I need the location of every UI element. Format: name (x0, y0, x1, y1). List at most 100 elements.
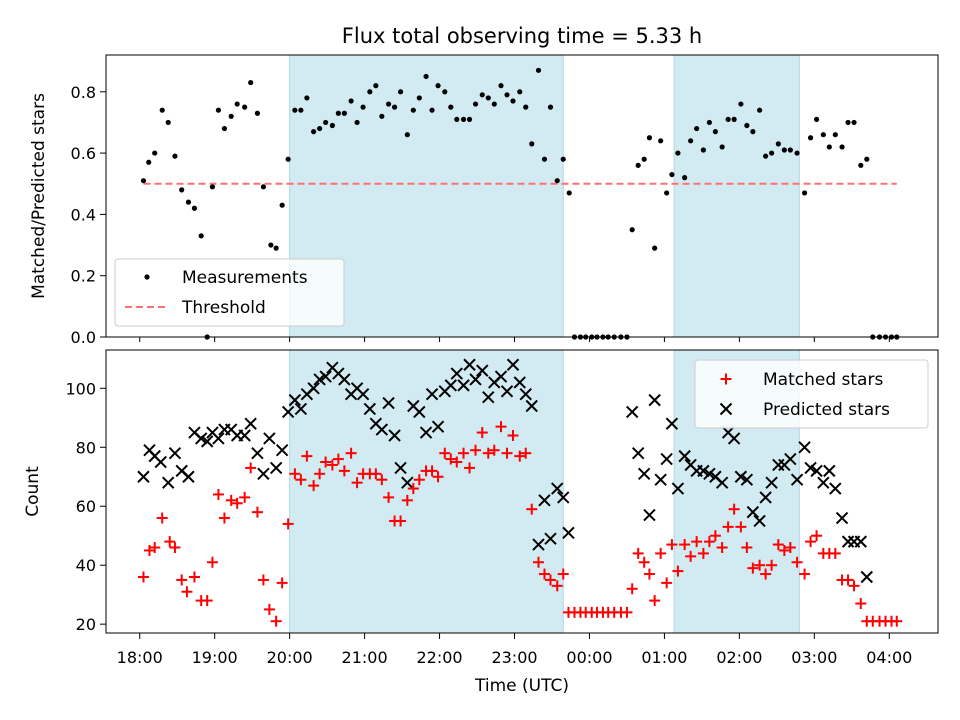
predicted-star-point-b (746, 505, 760, 519)
predicted-star-point-b (281, 405, 295, 419)
predicted-star-point-b (715, 476, 729, 489)
predicted-star-point-b (326, 361, 339, 374)
predicted-star-point-b (810, 464, 823, 478)
matched-star-point (432, 471, 444, 483)
matched-star-point (426, 465, 438, 477)
predicted-star-point-b (275, 444, 289, 457)
measurement-point (750, 129, 756, 135)
predicted-star-point-b (734, 470, 748, 483)
legend-predicted-marker (719, 402, 733, 416)
measurement-point (260, 184, 267, 190)
predicted-star-point-b (168, 446, 182, 460)
predicted-star-point-b (224, 423, 238, 436)
matched-star-point (245, 462, 257, 474)
matched-star-point (709, 530, 721, 542)
matched-star-point (326, 459, 338, 471)
predicted-star-point (637, 467, 651, 481)
predicted-star-point-b (162, 476, 175, 489)
predicted-star-point-b (212, 432, 225, 445)
matched-star-point (345, 447, 357, 459)
measurement-point (146, 159, 152, 165)
measurement-point (273, 245, 279, 251)
predicted-star-point (551, 482, 564, 495)
matched-star-point (778, 544, 790, 556)
predicted-star-point (319, 370, 332, 383)
matched-star-point (137, 571, 149, 583)
predicted-star-point (168, 446, 182, 460)
measurement-point (529, 141, 535, 147)
predicted-star-point (394, 461, 407, 475)
predicted-star-point (388, 429, 401, 442)
predicted-star-point (759, 491, 772, 504)
legend-matched-marker (720, 373, 732, 385)
predicted-star-point (182, 470, 195, 483)
measurement-point (845, 119, 851, 126)
predicted-star-point (525, 399, 538, 413)
predicted-star-point (444, 379, 457, 392)
measurement-point (228, 113, 234, 119)
predicted-star-point (382, 396, 395, 410)
predicted-star-point (457, 379, 470, 392)
predicted-star-point (244, 417, 257, 430)
predicted-star-point-b (338, 373, 351, 386)
measurement-point (498, 83, 504, 89)
predicted-star-point-b (182, 470, 195, 483)
measurement-point (781, 147, 787, 153)
predicted-star-point-b (363, 402, 377, 416)
measurement-point (510, 98, 516, 104)
measurement-point (292, 107, 298, 113)
measurement-point (311, 129, 317, 135)
matched-star-point (332, 453, 344, 465)
predicted-star-point (413, 405, 426, 419)
predicted-star-point-b (709, 470, 722, 483)
matched-star-point (482, 447, 494, 459)
measurement-point (664, 190, 670, 196)
matched-star-point (225, 494, 237, 506)
measurement-point (688, 138, 694, 144)
matched-star-point (458, 447, 470, 459)
matched-star-point (169, 542, 181, 554)
measurement-point (794, 150, 800, 156)
predicted-star-point (294, 402, 308, 416)
measurement-point (367, 89, 373, 95)
predicted-star-point (513, 376, 526, 389)
matched-star-point (621, 606, 633, 618)
matched-star-point (703, 536, 715, 548)
predicted-star-point (431, 420, 445, 433)
predicted-star-point-b (257, 467, 270, 481)
measurement-point (675, 150, 681, 156)
matched-star-point (691, 536, 703, 548)
measurement-point (641, 156, 647, 162)
measurement-point (254, 110, 261, 116)
top-legend: Measurements Threshold (114, 258, 345, 327)
predicted-star-point-b (200, 435, 214, 448)
predicted-star-point (740, 473, 754, 486)
measurement-point (629, 227, 635, 233)
matched-star-point (270, 615, 282, 627)
matched-star-point (811, 530, 823, 542)
matched-star-point (679, 539, 691, 551)
measurement-point (826, 144, 832, 150)
legend-predicted-label: Predicted stars (763, 400, 890, 420)
measurement-point (191, 205, 198, 211)
shaded-interval-0 (289, 349, 564, 634)
measurement-point (242, 104, 248, 110)
matched-star-point (257, 574, 269, 586)
matched-star-point (370, 468, 382, 480)
matched-star-point (488, 444, 500, 456)
matched-star-point (649, 595, 661, 607)
predicted-star-point (765, 476, 778, 489)
predicted-star-point (500, 385, 514, 398)
matched-star-point (445, 453, 457, 465)
predicted-star-point-b (697, 464, 710, 478)
measurement-point (472, 101, 479, 107)
measurement-point (423, 73, 429, 80)
predicted-star-point-b (332, 367, 345, 380)
top-ytick-label: 0.0 (71, 328, 96, 347)
predicted-star-point-b (143, 444, 156, 457)
predicted-star-point-b (244, 417, 257, 430)
top-x-ticks (139, 337, 890, 342)
predicted-star-point-b (671, 482, 685, 495)
predicted-star-point-b (740, 473, 754, 486)
matched-star-point (791, 556, 803, 568)
